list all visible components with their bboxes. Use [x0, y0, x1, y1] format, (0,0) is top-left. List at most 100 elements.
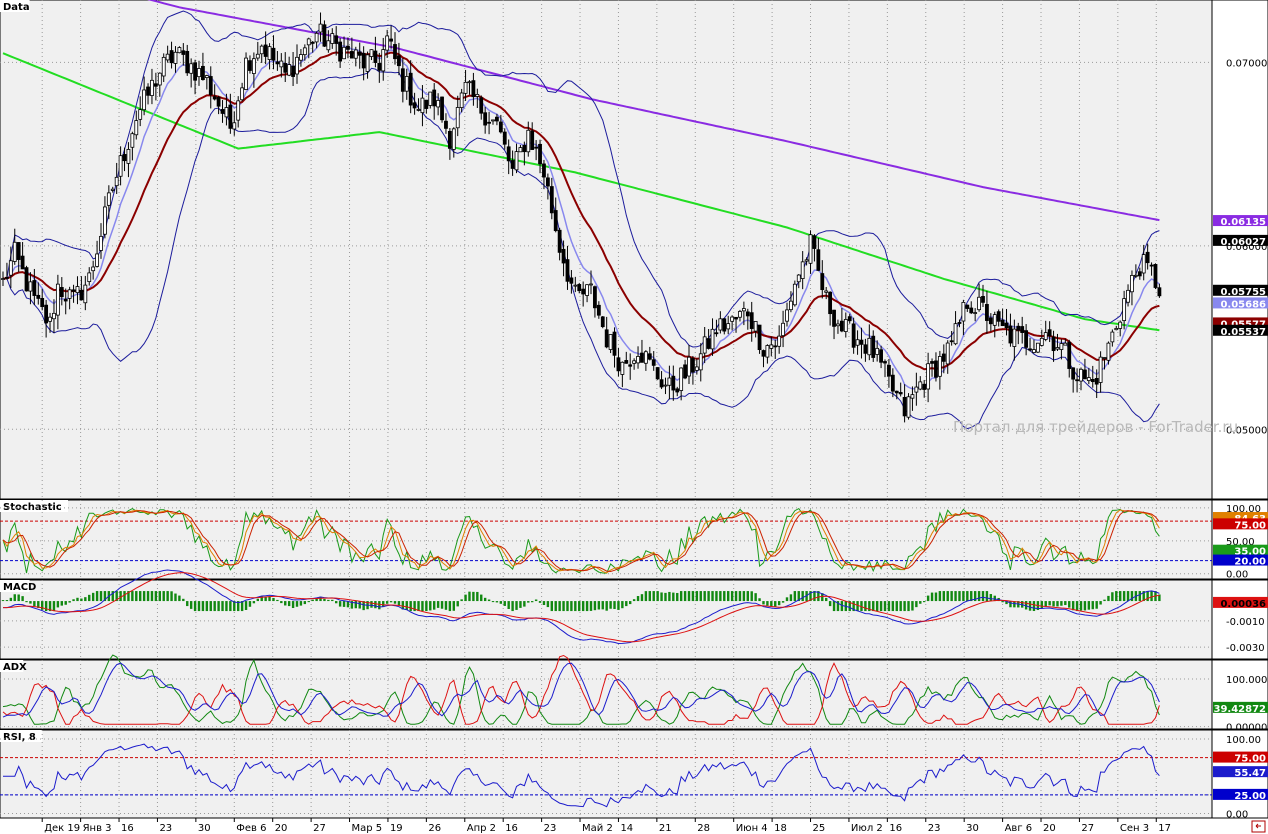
macd-histogram-bar	[21, 596, 24, 602]
candle	[432, 89, 437, 107]
y-tick-label: 100.00	[1226, 504, 1261, 515]
macd-histogram-bar	[307, 601, 310, 603]
candle	[87, 272, 92, 282]
macd-histogram-bar	[793, 591, 797, 602]
macd-histogram-bar	[280, 601, 283, 604]
candle	[757, 324, 762, 351]
candle	[518, 147, 523, 153]
y-tick-label: 100.00	[1226, 735, 1261, 746]
candle	[173, 51, 178, 64]
macd-histogram-bar	[970, 591, 973, 602]
candle	[800, 261, 805, 279]
macd-histogram-bar	[1052, 601, 1055, 607]
macd-histogram-bar	[405, 601, 408, 610]
macd-histogram-bar	[809, 591, 812, 602]
macd-histogram-bar	[1138, 591, 1141, 602]
macd-histogram-bar	[378, 601, 381, 610]
macd-histogram-bar	[1126, 591, 1130, 602]
macd-histogram-bar	[233, 601, 236, 612]
candle	[389, 38, 393, 42]
candle	[855, 339, 860, 346]
panel-data: Data 0.07000 0.06000 0.05000 0.06135 0.06027 0…	[0, 0, 1268, 500]
y-tick-label: 0.00	[1226, 810, 1248, 821]
candle	[906, 396, 911, 418]
candle	[545, 177, 550, 187]
candle	[596, 304, 601, 316]
candle	[263, 44, 268, 57]
macd-histogram-bar	[41, 601, 44, 610]
macd-histogram-bar	[119, 591, 122, 602]
macd-histogram-bar	[244, 601, 248, 610]
candle	[224, 107, 229, 118]
value-tag: 75.00	[1234, 754, 1266, 765]
ema-144-line	[2, 52, 1160, 332]
macd-histogram-bar	[5, 600, 9, 602]
candle	[996, 311, 1001, 322]
candle	[326, 40, 331, 51]
macd-histogram-bar	[903, 601, 906, 612]
macd-histogram-bar	[1028, 601, 1032, 611]
candle	[130, 133, 135, 148]
candle	[52, 312, 56, 320]
macd-histogram-bar	[915, 601, 918, 608]
macd-histogram-bar	[311, 599, 314, 602]
macd-histogram-bar	[621, 601, 624, 609]
macd-histogram-bar	[29, 601, 32, 604]
candle	[495, 116, 499, 122]
ema-233-line	[147, 0, 1160, 222]
candle	[863, 344, 868, 354]
candle	[342, 46, 346, 60]
macd-histogram-bar	[1095, 601, 1098, 609]
candle	[157, 72, 162, 86]
y-tick-label: 0.07000	[1226, 58, 1267, 69]
candle	[161, 56, 166, 77]
candle	[514, 151, 519, 171]
x-tick-label: 16	[505, 823, 518, 834]
candle	[718, 318, 723, 331]
candle	[1043, 332, 1048, 340]
macd-histogram-bar	[852, 601, 855, 612]
candle	[201, 65, 205, 81]
x-tick-label: 25	[813, 823, 826, 834]
candle	[1130, 275, 1134, 293]
candle	[330, 33, 335, 44]
candle	[1055, 347, 1060, 350]
candle	[95, 253, 99, 267]
value-tag: 35.00	[1234, 547, 1266, 558]
candle	[318, 23, 323, 33]
macd-histogram-bar	[574, 601, 577, 612]
macd-histogram-bar	[770, 601, 773, 607]
candle	[353, 49, 358, 59]
candle	[5, 276, 9, 279]
macd-histogram-bar	[444, 601, 448, 610]
candle	[694, 366, 699, 371]
panel-stochastic: Stochastic100.0050.000.0084.6375.0035.00…	[0, 499, 1268, 581]
x-axis: Дек 19 Янв 3 16 23 30 Фев 6 20 27 Мар 5 19 26 Апр 2…	[0, 818, 1268, 834]
candle	[146, 86, 150, 96]
macd-histogram-bar	[346, 601, 350, 608]
candle	[275, 61, 280, 65]
candle	[1075, 379, 1079, 382]
macd-histogram-bar	[135, 591, 138, 602]
bollinger-lower-line	[2, 67, 1160, 430]
candle	[530, 130, 535, 150]
candle	[914, 386, 919, 393]
candle	[310, 41, 315, 44]
candle	[679, 367, 684, 391]
macd-histogram-bar	[1044, 601, 1047, 607]
macd-histogram-bar	[950, 591, 953, 602]
value-tag-bg	[1213, 518, 1268, 530]
macd-histogram-bar	[683, 591, 687, 602]
candle	[1, 278, 5, 280]
candle	[616, 357, 621, 372]
candle	[683, 364, 687, 379]
value-tag-bg	[1213, 297, 1268, 309]
macd-histogram-bar	[613, 601, 616, 609]
candle	[769, 344, 774, 349]
candle	[79, 289, 84, 301]
scroll-arrow-icon[interactable]	[1251, 820, 1266, 833]
candle	[447, 130, 452, 149]
candle	[781, 322, 785, 337]
candle	[745, 311, 750, 317]
